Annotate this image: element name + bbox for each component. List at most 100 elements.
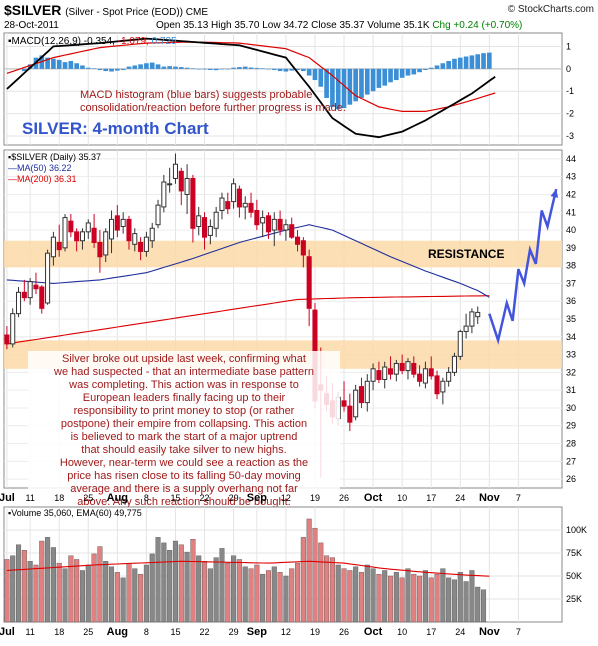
macd-histogram-bar [184, 67, 190, 69]
price-annotation-line: postpone) their empire from collapsing. … [61, 418, 307, 430]
volume-bar [265, 570, 271, 623]
price-x-tick-label: Nov [479, 492, 501, 504]
macd-histogram-bar [173, 66, 178, 69]
volume-bar [39, 540, 45, 623]
price-y-tick-label: 36 [566, 296, 576, 306]
price-x-tick-label: 8 [144, 493, 149, 503]
volume-x-tick-label: 24 [455, 627, 465, 637]
price-y-tick-label: 38 [566, 261, 576, 271]
price-candle [405, 361, 411, 372]
macd-histogram-bar [481, 53, 486, 69]
symbol-title: $SILVER (Silver - Spot Price (EOD)) CME [4, 2, 208, 18]
macd-histogram-bar [103, 68, 109, 72]
macd-histogram-bar [330, 68, 335, 107]
volume-bar [138, 573, 144, 623]
price-candle [254, 209, 260, 226]
macd-histogram-bar [277, 68, 283, 72]
macd-histogram-bar [283, 68, 289, 72]
volume-x-tick-label: 29 [229, 627, 239, 637]
price-candle [364, 380, 370, 404]
volume-bar [411, 573, 417, 623]
volume-bar [172, 540, 178, 623]
macd-histogram-bar [109, 68, 114, 72]
price-candle [108, 218, 115, 240]
price-x-tick-label: 19 [310, 493, 320, 503]
macd-histogram-bar [423, 68, 428, 70]
price-x-tick-label: 12 [281, 493, 291, 503]
price-candle [120, 218, 126, 227]
volume-bar [271, 566, 277, 623]
volume-bar [457, 572, 463, 623]
volume-bar [434, 573, 440, 623]
price-band [4, 240, 562, 268]
price-candle [428, 368, 434, 377]
macd-histogram-bar [138, 64, 143, 69]
macd-histogram-bar [167, 66, 172, 69]
volume-bar [120, 577, 126, 623]
volume-legend: ▪Volume 35,060, EMA(60) 49,775 [8, 508, 142, 518]
macd-histogram-bar [306, 68, 312, 76]
volume-bar [335, 564, 341, 623]
price-candle [178, 170, 184, 192]
macd-y-tick-label: 0 [566, 64, 571, 74]
chart-title: SILVER: 4-month Chart [22, 119, 209, 138]
price-candle [417, 373, 423, 382]
macd-histogram-bar [237, 67, 242, 69]
macd-histogram-bar [463, 56, 469, 69]
volume-bar [33, 564, 39, 623]
price-annotation-line: is believed to mark the start of a major… [71, 431, 298, 443]
macd-histogram-bar [428, 67, 434, 69]
volume-x-tick-label: Aug [107, 626, 128, 638]
volume-bar [440, 568, 446, 623]
volume-bar [399, 577, 405, 623]
price-x-tick-label: 11 [25, 493, 34, 503]
price-candle [475, 311, 481, 318]
macd-y-tick-label: -3 [566, 131, 574, 141]
price-candle [167, 183, 173, 186]
macd-y-tick-label: -1 [566, 86, 574, 96]
macd-annotation-line: MACD histogram (blue bars) suggests prob… [80, 89, 312, 101]
volume-bar [225, 562, 231, 623]
macd-histogram-bar [208, 68, 213, 70]
price-x-tick-label: Aug [107, 492, 128, 504]
price-candle [411, 362, 417, 375]
ma50-line [6, 224, 490, 298]
price-annotation-line: we had suspected - that an intermediate … [53, 366, 314, 378]
macd-y-tick-label: -2 [566, 109, 574, 119]
volume-bar [50, 547, 56, 623]
volume-bar [231, 555, 237, 623]
volume-bar [79, 570, 85, 623]
price-candle [446, 371, 452, 382]
volume-bar [126, 562, 132, 623]
price-y-tick-label: 32 [566, 367, 576, 377]
symbol-text: $SILVER [4, 2, 62, 18]
volume-bar [196, 555, 202, 623]
volume-y-tick-label: 75K [566, 548, 582, 558]
price-candle [434, 375, 440, 395]
price-candle [172, 163, 179, 179]
volume-x-tick-label: 19 [310, 627, 320, 637]
price-candle [149, 227, 155, 242]
macd-histogram-bar [382, 68, 388, 86]
volume-bar [207, 568, 213, 623]
price-candle [306, 256, 312, 309]
volume-x-tick-label: 18 [54, 627, 64, 637]
price-candle [225, 201, 231, 210]
price-candle [79, 231, 86, 242]
price-candle [184, 177, 190, 195]
volume-bar [202, 561, 208, 623]
price-annotation-bg [28, 351, 340, 513]
ohlc-readout: Open 35.13 High 35.70 Low 34.72 Close 35… [156, 20, 522, 31]
volume-bar [21, 550, 27, 623]
price-candle [265, 215, 272, 233]
volume-bar [289, 568, 295, 623]
macd-histogram-bar [74, 63, 79, 69]
price-candle [242, 202, 248, 208]
volume-bar [417, 575, 423, 623]
macd-histogram-bar [155, 64, 161, 69]
price-y-tick-label: 26 [566, 474, 576, 484]
volume-bar [4, 559, 10, 623]
volume-x-tick-label: 12 [281, 627, 291, 637]
macd-histogram-bar [475, 54, 481, 69]
volume-bar [463, 581, 469, 623]
